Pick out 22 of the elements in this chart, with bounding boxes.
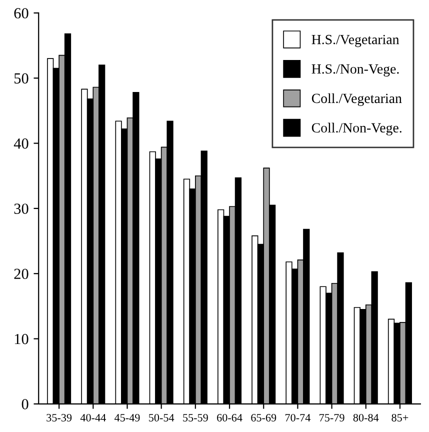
legend-label: H.S./Vegetarian [312, 34, 400, 48]
x-tick-label: 75-79 [320, 414, 344, 422]
x-tick-label: 50-54 [149, 414, 174, 422]
x-tick-label: 55-59 [183, 414, 208, 422]
x-tick-label: 40-44 [80, 414, 106, 422]
y-tick-label: 50 [14, 73, 28, 84]
x-tick-label: 65-69 [251, 414, 276, 422]
x-tick-label: 60-64 [217, 414, 242, 422]
y-tick-label: 20 [14, 268, 28, 280]
y-tick-label: 40 [14, 138, 28, 149]
x-tick-label: 85+ [392, 414, 408, 422]
y-tick-label: 30 [14, 204, 28, 214]
x-tick-label: 35-39 [46, 414, 72, 422]
x-tick-label: 80-84 [353, 414, 379, 422]
legend-label: Coll./Non-Vege. [312, 122, 402, 136]
x-tick-label: 45-49 [114, 414, 140, 422]
y-tick-label: 60 [14, 8, 28, 18]
y-tick-label: 10 [14, 334, 28, 344]
y-tick-label: 0 [22, 399, 28, 410]
x-tick-label: 70-74 [285, 414, 310, 422]
legend-label: Coll./Vegetarian [312, 93, 402, 106]
legend-label: H.S./Non-Vege. [312, 64, 399, 77]
